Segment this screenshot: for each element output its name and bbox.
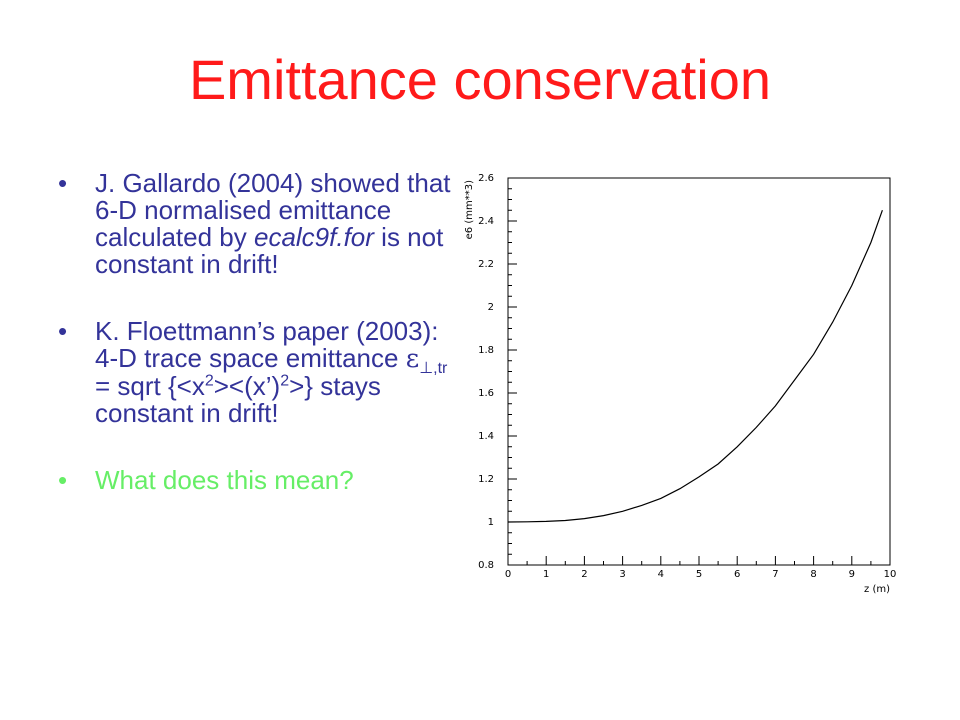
y-tick-label: 1.6 xyxy=(478,388,494,399)
y-tick-label: 2.6 xyxy=(478,173,494,184)
x-tick-label: 10 xyxy=(884,569,897,580)
y-axis-label: e6 (mm**3) xyxy=(464,180,475,239)
y-tick-label: 1.4 xyxy=(478,431,494,442)
series-line-e6 xyxy=(508,210,882,522)
y-tick-label: 2.2 xyxy=(478,259,494,270)
epsilon-subscript: ⊥,tr xyxy=(419,360,447,377)
x-axis-ticks: 0 1 2 3 4 5 6 7 8 9 10 xyxy=(505,556,897,580)
bullet-marker: • xyxy=(58,170,67,197)
slide-title: Emittance conservation xyxy=(0,52,960,108)
x-tick-label: 5 xyxy=(696,569,702,580)
x-tick-label: 7 xyxy=(772,569,778,580)
y-tick-label: 1.2 xyxy=(478,474,494,485)
y-tick-label: 0.8 xyxy=(478,560,494,571)
code-filename: ecalc9f.for xyxy=(254,222,374,252)
superscript-1: 2 xyxy=(205,372,214,389)
bullet-floettmann-text: K. Floettmann’s paper (2003): 4-D trace … xyxy=(95,316,438,373)
x-tick-label: 1 xyxy=(543,569,549,580)
x-tick-label: 9 xyxy=(849,569,855,580)
emittance-chart: 0 1 2 3 4 5 6 7 8 9 10 0.811.21.41.61.822.22.42.6 … xyxy=(458,165,908,600)
y-tick-label: 2 xyxy=(488,302,494,313)
x-tick-label: 0 xyxy=(505,569,511,580)
y-axis-ticks: 0.8 1 1.2 1.4 1.6 1.8 2 2.2 2.4 2.6 xyxy=(478,173,517,571)
bullet-list: • J. Gallardo (2004) showed that 6-D nor… xyxy=(58,170,458,534)
x-tick-label: 2 xyxy=(581,569,587,580)
superscript-2: 2 xyxy=(280,372,289,389)
bullet-gallardo: • J. Gallardo (2004) showed that 6-D nor… xyxy=(58,170,458,278)
y-tick-label: 1.8 xyxy=(478,345,494,356)
x-tick-label: 6 xyxy=(734,569,740,580)
x-tick-label: 3 xyxy=(619,569,625,580)
bullet-question: • What does this mean? xyxy=(58,467,458,494)
y-tick-label: 1 xyxy=(488,517,494,528)
x-axis-label: z (m) xyxy=(864,584,890,595)
bullet-marker: • xyxy=(58,318,67,345)
bullet-question-text: What does this mean? xyxy=(95,465,354,495)
plot-frame xyxy=(508,178,890,565)
equation-part-b: ><(x’) xyxy=(214,371,280,401)
x-tick-label: 8 xyxy=(810,569,816,580)
y-tick-label: 2.4 xyxy=(478,216,494,227)
bullet-floettmann: • K. Floettmann’s paper (2003): 4-D trac… xyxy=(58,318,458,427)
x-tick-label: 4 xyxy=(658,569,664,580)
equation-part-a: = sqrt {<x xyxy=(95,371,205,401)
epsilon-symbol: ε xyxy=(406,344,419,374)
bullet-marker: • xyxy=(58,467,67,494)
